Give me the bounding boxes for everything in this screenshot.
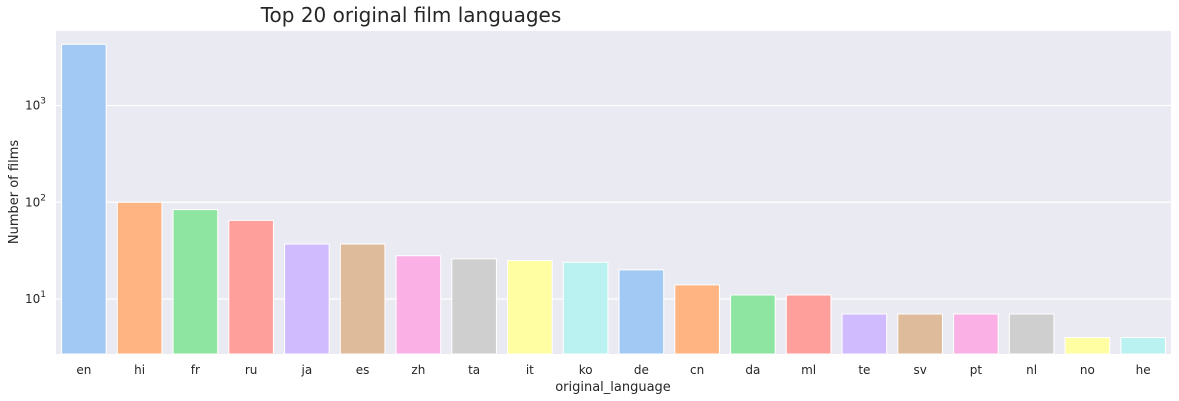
x-tick-label: ja	[301, 363, 313, 377]
bar-no	[1064, 336, 1111, 355]
y-tick-label: 102	[25, 193, 46, 209]
bar-hi	[116, 201, 163, 355]
y-tick-label: 103	[25, 97, 46, 113]
bar-es	[339, 243, 386, 355]
y-tick-label: 101	[25, 290, 46, 306]
bar-he	[1120, 336, 1166, 355]
x-tick-label: it	[526, 363, 534, 377]
bar-te	[841, 313, 888, 355]
x-tick-label: cn	[690, 363, 704, 377]
bar-ko	[562, 261, 609, 355]
bar-fr	[172, 209, 219, 355]
bar-ml	[785, 294, 832, 355]
bar-it	[507, 260, 553, 355]
x-tick-label: te	[858, 363, 870, 377]
bar-ru	[228, 219, 274, 355]
x-tick-label: hi	[134, 363, 145, 377]
bar-de	[618, 269, 665, 355]
bar-pt	[953, 313, 999, 355]
bar-ta	[451, 258, 497, 355]
x-tick-label: zh	[411, 363, 425, 377]
bar-cn	[674, 284, 720, 355]
x-tick-label: ml	[801, 363, 816, 377]
x-tick-label: ru	[245, 363, 258, 377]
x-tick-label: fr	[191, 363, 200, 377]
bars	[61, 43, 1166, 355]
x-axis-label: original_language	[555, 380, 671, 395]
plot-area	[56, 31, 1171, 354]
bar-da	[730, 294, 776, 355]
x-tick-label: de	[634, 363, 649, 377]
y-axis-label: Number of films	[7, 140, 22, 244]
x-tick-label: da	[745, 363, 760, 377]
x-tick-label: he	[1136, 363, 1151, 377]
x-axis-ticks: en hi fr ru ja es zh ta it ko de cn da ml te sv pt nl no he	[76, 363, 1150, 377]
bar-en	[61, 43, 107, 355]
bar-ja	[284, 243, 330, 355]
x-tick-label: en	[76, 363, 91, 377]
y-axis-ticks: 101 102 103	[25, 97, 46, 306]
bar-zh	[395, 255, 442, 355]
x-tick-label: sv	[913, 363, 926, 377]
bar-sv	[897, 313, 943, 355]
x-tick-label: nl	[1026, 363, 1037, 377]
x-tick-label: ta	[468, 363, 480, 377]
x-tick-label: ko	[579, 363, 593, 377]
x-tick-label: no	[1080, 363, 1095, 377]
x-tick-label: pt	[970, 363, 983, 377]
chart-title: Top 20 original film languages	[260, 3, 562, 27]
bar-nl	[1008, 313, 1055, 355]
x-tick-label: es	[356, 363, 370, 377]
